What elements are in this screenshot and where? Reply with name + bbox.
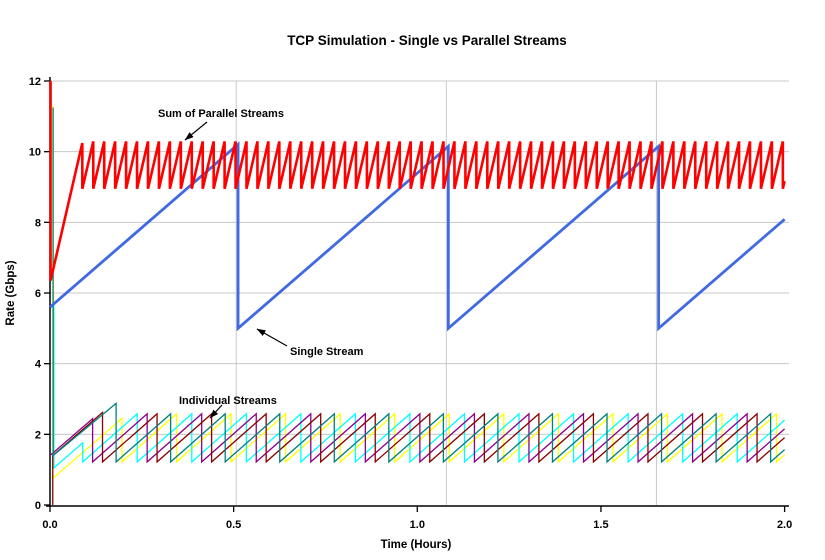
y-tick-label-4: 4 <box>35 359 42 371</box>
annotation-individual-streams: Individual Streams <box>179 395 277 407</box>
annotation-arrows <box>184 121 288 419</box>
y-axis-label: Rate (Gbps) <box>5 260 17 325</box>
x-tick-label-2.0: 2.0 <box>777 519 792 531</box>
series-individual-stream-cyan <box>53 305 786 470</box>
arrow-individual-streams <box>209 404 223 419</box>
data-series <box>49 81 786 505</box>
x-tick-label-1.0: 1.0 <box>410 519 425 531</box>
y-tick-label-10: 10 <box>29 147 41 159</box>
annotation-sum-of-parallel-streams: Sum of Parallel Streams <box>158 108 284 120</box>
x-tick-label-0.5: 0.5 <box>226 519 241 531</box>
y-tick-label-6: 6 <box>35 288 41 300</box>
y-tick-label-8: 8 <box>35 217 41 229</box>
series-individual-stream-dark-red <box>52 411 786 505</box>
y-tick-label-12: 12 <box>29 76 41 88</box>
series-individual-stream-purple <box>49 412 786 464</box>
chart-title: TCP Simulation - Single vs Parallel Stre… <box>287 33 567 48</box>
series-individual-stream-yellow <box>52 105 786 480</box>
y-tick-label-0: 0 <box>35 500 41 512</box>
axes: 0 2 4 6 8 10 12 0.0 0.5 1.0 1.5 2.0 <box>29 76 792 531</box>
series-sum-of-parallel-streams <box>49 81 786 281</box>
arrow-single-stream <box>256 328 288 347</box>
x-tick-label-0.0: 0.0 <box>42 519 57 531</box>
x-tick-label-1.5: 1.5 <box>593 519 608 531</box>
x-axis-label: Time (Hours) <box>381 539 452 551</box>
arrow-sum-of-parallel-streams <box>184 121 208 141</box>
series-individual-stream-teal <box>52 107 786 464</box>
annotation-single-stream: Single Stream <box>290 346 364 358</box>
y-tick-label-2: 2 <box>35 429 41 441</box>
